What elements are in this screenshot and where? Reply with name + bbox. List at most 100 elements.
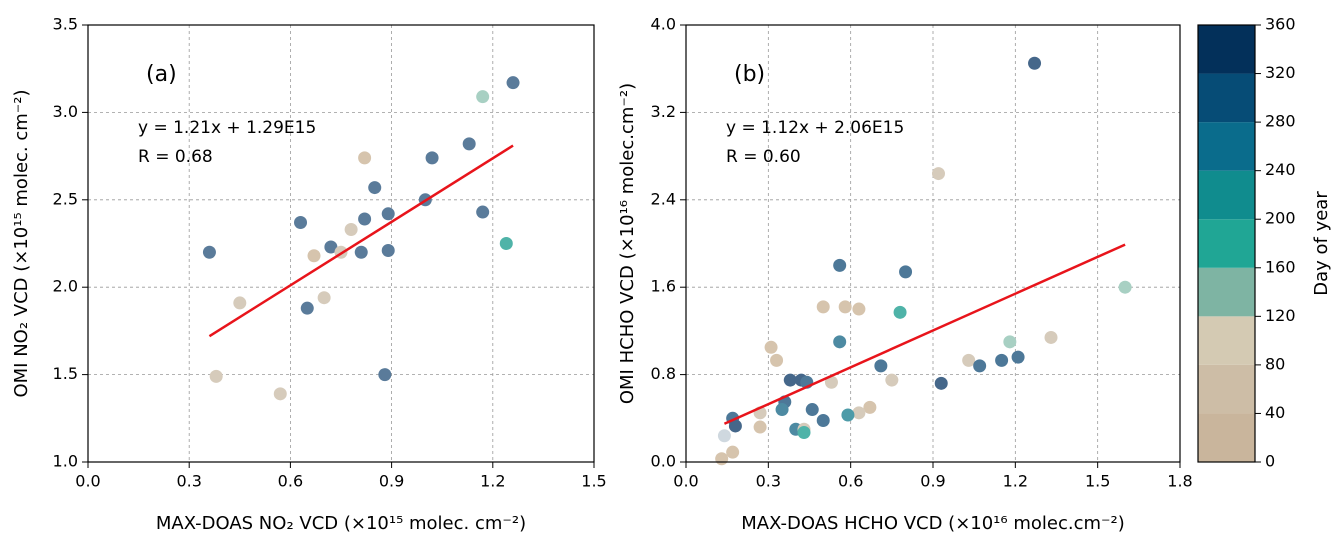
colorbar-band bbox=[1198, 219, 1255, 268]
colorbar-tick-label: 160 bbox=[1265, 257, 1296, 276]
point bbox=[770, 353, 784, 367]
point bbox=[1118, 280, 1132, 294]
point bbox=[202, 245, 216, 259]
colorbar-tick-label: 0 bbox=[1265, 452, 1275, 471]
point bbox=[506, 76, 520, 90]
colorbar-band bbox=[1198, 122, 1255, 171]
point bbox=[783, 373, 797, 387]
point bbox=[300, 301, 314, 315]
colorbar-label: Day of year bbox=[1311, 191, 1332, 296]
x-axis-label: MAX-DOAS HCHO VCD (×10¹⁶ molec.cm⁻²) bbox=[741, 513, 1125, 534]
point bbox=[753, 420, 767, 434]
point bbox=[273, 387, 287, 401]
point bbox=[899, 265, 913, 279]
colorbar-band bbox=[1198, 170, 1255, 220]
x-tick-label: 1.8 bbox=[1167, 472, 1192, 491]
x-tick-label: 0.6 bbox=[838, 472, 863, 491]
point bbox=[728, 419, 742, 433]
point bbox=[294, 216, 308, 230]
y-tick-label: 2.0 bbox=[53, 277, 78, 296]
point bbox=[233, 296, 247, 310]
point bbox=[354, 245, 368, 259]
plot-frame bbox=[685, 24, 1181, 463]
colorbar-tick-label: 320 bbox=[1265, 63, 1296, 82]
y-tick-label: 0.8 bbox=[651, 364, 676, 383]
point bbox=[209, 369, 223, 383]
point bbox=[931, 167, 945, 181]
x-tick-label: 1.2 bbox=[1003, 472, 1028, 491]
fit-line bbox=[723, 243, 1126, 425]
x-tick-label: 1.2 bbox=[480, 472, 505, 491]
point bbox=[1011, 350, 1025, 364]
plot-frame bbox=[87, 24, 595, 463]
annotation: R = 0.60 bbox=[726, 147, 801, 167]
point bbox=[841, 408, 855, 422]
point bbox=[973, 359, 987, 373]
x-tick-label: 0.0 bbox=[75, 472, 100, 491]
point bbox=[962, 353, 976, 367]
y-tick-label: 1.0 bbox=[53, 452, 78, 471]
annotation: (a) bbox=[146, 62, 177, 87]
point bbox=[378, 368, 392, 382]
colorbar-tick-label: 120 bbox=[1265, 306, 1296, 325]
y-tick-label: 2.5 bbox=[53, 189, 78, 208]
colorbar-tick-label: 200 bbox=[1265, 209, 1296, 228]
point bbox=[816, 413, 830, 427]
y-tick-label: 3.2 bbox=[651, 102, 676, 121]
x-tick-label: 0.3 bbox=[176, 472, 201, 491]
point bbox=[1003, 335, 1017, 349]
point bbox=[476, 205, 490, 219]
point bbox=[874, 359, 888, 373]
point bbox=[863, 400, 877, 414]
y-tick-label: 4.0 bbox=[651, 15, 676, 34]
x-tick-label: 1.5 bbox=[581, 472, 606, 491]
point bbox=[824, 375, 838, 389]
point bbox=[775, 403, 789, 417]
x-tick-label: 0.9 bbox=[920, 472, 945, 491]
point bbox=[307, 249, 321, 263]
point bbox=[852, 406, 866, 420]
point bbox=[368, 181, 382, 195]
point bbox=[476, 90, 490, 104]
x-axis-label: MAX-DOAS NO₂ VCD (×10¹⁵ molec. cm⁻²) bbox=[156, 513, 526, 534]
point bbox=[852, 302, 866, 316]
colorbar-band bbox=[1198, 364, 1255, 414]
point bbox=[344, 223, 358, 237]
x-tick-label: 0.6 bbox=[278, 472, 303, 491]
annotation: y = 1.12x + 2.06E15 bbox=[726, 118, 904, 138]
point bbox=[381, 243, 395, 257]
x-tick-label: 0.0 bbox=[673, 472, 698, 491]
point bbox=[717, 429, 731, 443]
point bbox=[462, 137, 476, 151]
point bbox=[893, 305, 907, 319]
annotation: (b) bbox=[734, 62, 765, 87]
colorbar-tick-label: 280 bbox=[1265, 112, 1296, 131]
colorbar-band bbox=[1198, 25, 1255, 74]
x-tick-label: 0.9 bbox=[379, 472, 404, 491]
x-tick-label: 0.3 bbox=[756, 472, 781, 491]
point bbox=[833, 335, 847, 349]
point bbox=[715, 452, 729, 466]
point bbox=[833, 258, 847, 272]
y-tick-label: 3.0 bbox=[53, 102, 78, 121]
plot-area bbox=[88, 25, 594, 462]
point bbox=[358, 212, 372, 226]
point bbox=[358, 151, 372, 165]
colorbar-tick-label: 360 bbox=[1265, 15, 1296, 34]
annotation: y = 1.21x + 1.29E15 bbox=[138, 118, 316, 138]
y-tick-label: 2.4 bbox=[651, 189, 676, 208]
y-tick-label: 3.5 bbox=[53, 15, 78, 34]
point bbox=[805, 403, 819, 417]
point bbox=[317, 291, 331, 305]
y-tick-label: 0.0 bbox=[651, 452, 676, 471]
point bbox=[838, 300, 852, 314]
point bbox=[324, 240, 338, 254]
x-tick-label: 1.5 bbox=[1085, 472, 1110, 491]
point bbox=[1028, 56, 1042, 70]
point bbox=[499, 237, 513, 250]
colorbar-tick-label: 240 bbox=[1265, 160, 1296, 179]
colorbar-band bbox=[1198, 316, 1255, 365]
colorbar-band bbox=[1198, 73, 1255, 123]
y-axis-label: OMI HCHO VCD (×10¹⁶ molec.cm⁻²) bbox=[617, 83, 638, 404]
